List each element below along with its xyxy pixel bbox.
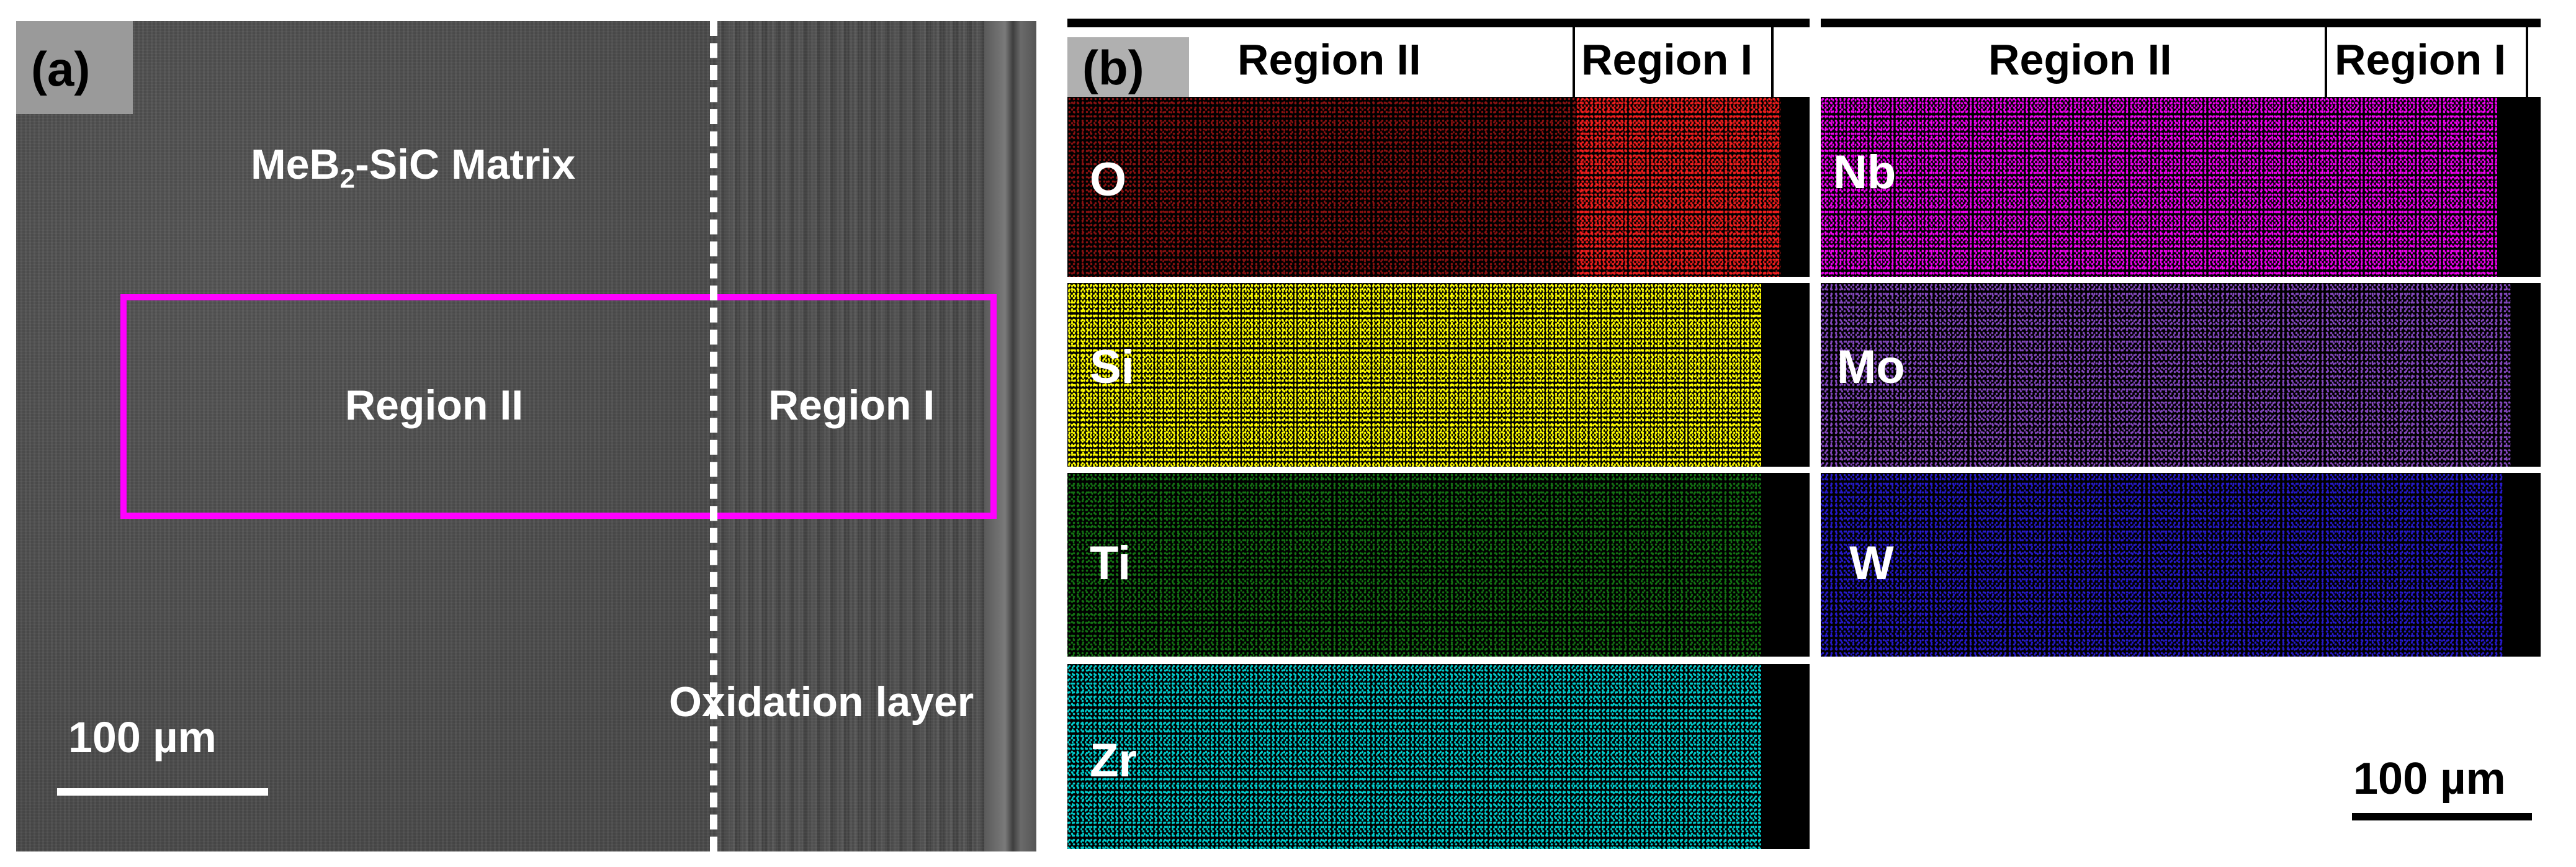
oxidation-zone-texture: [717, 21, 1036, 851]
matrix-label-main: MeB: [251, 141, 340, 188]
eds-map-zr: [1067, 664, 1810, 849]
eds-map-mo: [1821, 283, 2541, 467]
eds-label-mo: Mo: [1837, 341, 1905, 393]
header-right-region-i: Region I: [2335, 35, 2506, 84]
eds-map-w: [1821, 473, 2541, 657]
sem-texture: [16, 21, 1036, 851]
header-left-region-ii: Region II: [1237, 35, 1421, 84]
matrix-label-subscript: 2: [339, 163, 356, 194]
eds-map-ti-signal: [1067, 473, 1810, 657]
eds-map-si: [1067, 283, 1810, 467]
scale-bar-b: [2352, 813, 2532, 820]
header-left-divider: [1573, 27, 1575, 97]
eds-map-w-edge: [2503, 473, 2541, 657]
eds-map-zr-signal: [1067, 664, 1810, 849]
interface-dashed-line: [710, 21, 717, 851]
matrix-label: MeB2-SiC Matrix: [251, 140, 575, 195]
sem-micrograph: [16, 21, 1036, 851]
eds-map-o: [1067, 97, 1810, 277]
eds-map-mo-signal: [1821, 283, 2541, 467]
header-left-end: [1771, 27, 1774, 97]
eds-map-o-edge: [1781, 97, 1810, 277]
eds-label-w: W: [1849, 537, 1894, 590]
panel-a-label: (a): [31, 42, 91, 96]
header-right-region-ii: Region II: [1988, 35, 2172, 84]
eds-label-zr: Zr: [1090, 734, 1137, 787]
eds-map-nb-edge: [2497, 97, 2541, 277]
matrix-label-rest: -SiC Matrix: [355, 141, 576, 188]
region-highlight-box: [120, 294, 997, 519]
scale-bar-a: [57, 788, 268, 796]
header-right: [1821, 19, 2541, 97]
eds-map-mo-edge: [2511, 283, 2541, 467]
region-ii-label: Region II: [345, 382, 524, 429]
scale-bar-b-text: 100 µm: [2353, 754, 2506, 804]
eds-map-nb-signal: [1821, 97, 2541, 277]
panel-a-label-box: [16, 21, 133, 114]
header-right-divider: [2325, 27, 2327, 97]
eds-label-nb: Nb: [1833, 146, 1896, 199]
header-left: [1067, 19, 1810, 97]
eds-map-ti-edge: [1761, 473, 1810, 657]
oxidation-layer-label: Oxidation layer: [669, 678, 974, 725]
eds-label-o: O: [1090, 153, 1127, 206]
eds-map-nb: [1821, 97, 2541, 277]
eds-label-ti: Ti: [1090, 537, 1131, 590]
header-left-region-i: Region I: [1581, 35, 1753, 84]
region-i-label: Region I: [768, 382, 935, 429]
scale-bar-a-text: 100 µm: [68, 713, 217, 761]
eds-label-si: Si: [1090, 341, 1134, 393]
eds-map-si-signal: [1067, 283, 1810, 467]
eds-map-si-edge: [1761, 283, 1810, 467]
panel-b-label: (b): [1082, 40, 1144, 95]
eds-map-ti: [1067, 473, 1810, 657]
eds-map-w-signal: [1821, 473, 2541, 657]
header-right-end: [2526, 27, 2528, 97]
eds-map-zr-edge: [1761, 664, 1810, 849]
eds-map-o-region-i-signal: [1576, 97, 1781, 277]
